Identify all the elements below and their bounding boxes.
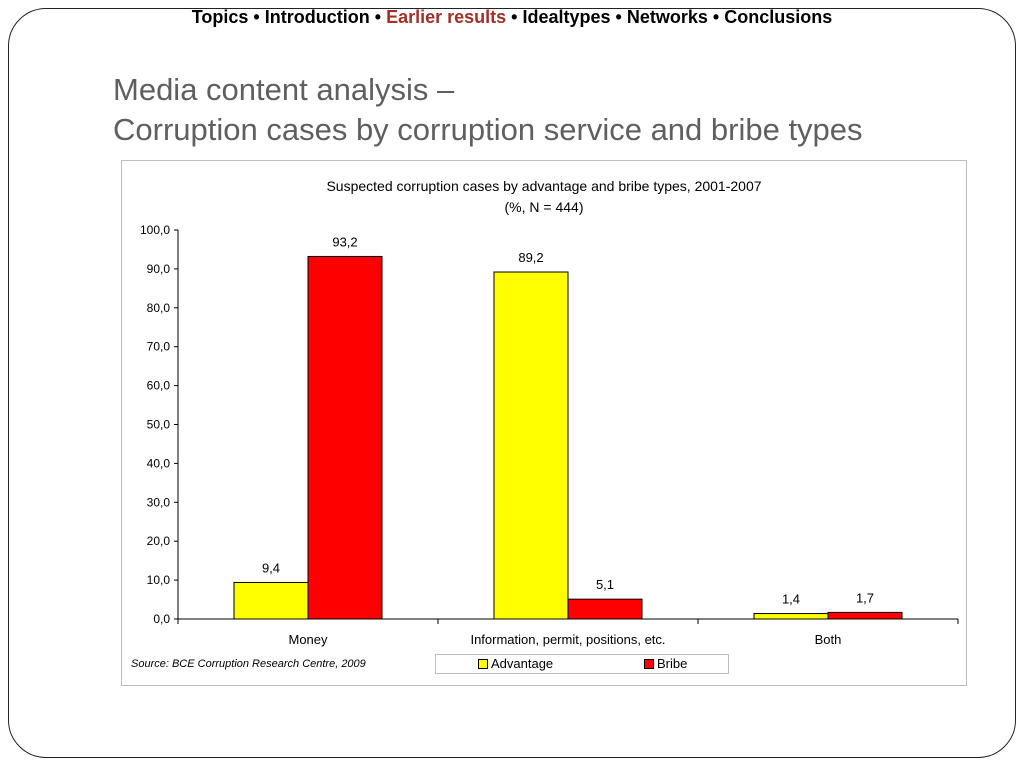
- nav-item-idealtypes[interactable]: Idealtypes: [522, 7, 611, 27]
- y-tick-label: 30,0: [147, 495, 171, 509]
- chart-title: Suspected corruption cases by advantage …: [326, 178, 761, 194]
- nav-separator: •: [374, 7, 382, 27]
- data-label: 89,2: [518, 250, 543, 265]
- y-tick-label: 60,0: [147, 379, 171, 393]
- bar-advantage: [753, 613, 829, 620]
- nav-separator: •: [253, 7, 260, 27]
- legend-item-bribe: Bribe: [644, 656, 687, 671]
- nav-separator: •: [511, 7, 518, 27]
- legend-item-advantage: Advantage: [478, 656, 553, 671]
- x-tick-label: Information, permit, positions, etc.: [470, 632, 665, 647]
- bar-bribe: [827, 611, 903, 620]
- x-tick-label: Money: [288, 632, 328, 647]
- bar-bribe: [307, 255, 383, 620]
- y-tick-label: 0,0: [153, 612, 170, 626]
- data-label: 1,4: [782, 592, 800, 607]
- x-tick-label: Both: [815, 632, 842, 647]
- y-tick-label: 70,0: [147, 340, 171, 354]
- legend-label-bribe: Bribe: [657, 656, 688, 671]
- data-label: 93,2: [332, 234, 357, 249]
- y-tick-label: 90,0: [147, 262, 171, 276]
- nav-item-topics[interactable]: Topics: [191, 7, 249, 27]
- bar-advantage: [493, 271, 569, 620]
- bar-advantage: [233, 581, 309, 620]
- y-tick-label: 50,0: [147, 418, 171, 432]
- legend-swatch-bribe: [644, 658, 654, 669]
- bar-bribe: [567, 598, 643, 620]
- chart-source: Source: BCE Corruption Research Centre, …: [131, 658, 366, 670]
- legend-label-advantage: Advantage: [491, 656, 554, 671]
- nav-item-networks[interactable]: Networks: [626, 7, 708, 27]
- nav-separator: •: [615, 7, 622, 27]
- top-navigation: Topics • Introduction • Earlier results …: [0, 7, 1024, 28]
- slide-title-line1: Media content analysis –: [113, 72, 455, 107]
- nav-separator: •: [712, 7, 720, 27]
- data-label: 5,1: [596, 577, 614, 592]
- y-tick-label: 20,0: [147, 534, 171, 548]
- chart-subtitle: (%, N = 444): [505, 199, 584, 215]
- y-tick-label: 10,0: [147, 573, 171, 587]
- legend-swatch-advantage: [478, 658, 488, 669]
- slide-title-line2: Corruption cases by corruption service a…: [113, 112, 863, 147]
- y-tick-label: 40,0: [147, 456, 171, 470]
- data-label: 1,7: [856, 590, 874, 605]
- y-tick-label: 80,0: [147, 301, 171, 315]
- nav-item-conclusions[interactable]: Conclusions: [724, 7, 833, 27]
- nav-item-introduction[interactable]: Introduction: [264, 7, 370, 27]
- slide-title: Media content analysis – Corruption case…: [113, 70, 863, 150]
- data-label: 9,4: [262, 560, 280, 575]
- chart-legend: Advantage Bribe: [435, 654, 729, 674]
- slide-frame: [8, 8, 1016, 758]
- nav-item-earlier-results[interactable]: Earlier results: [386, 7, 507, 27]
- y-tick-label: 100,0: [140, 223, 170, 237]
